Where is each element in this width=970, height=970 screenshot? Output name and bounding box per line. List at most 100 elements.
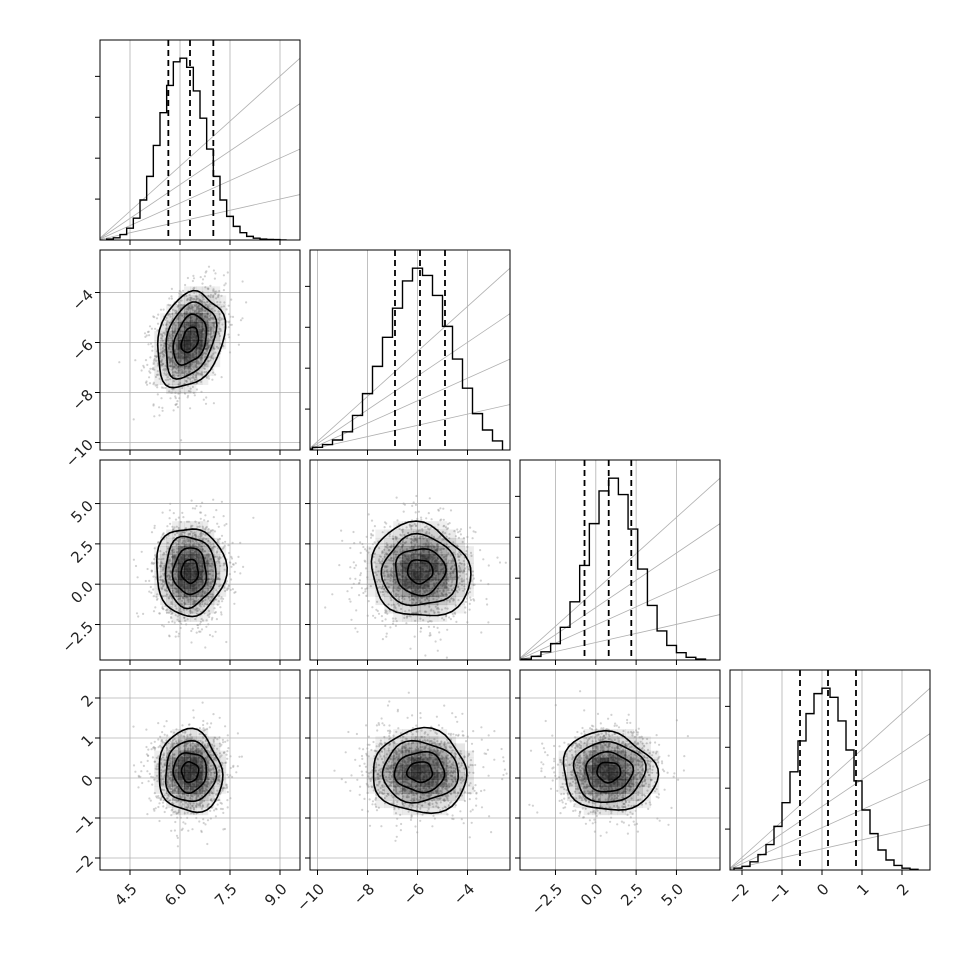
scatter-point — [220, 596, 223, 599]
scatter-point — [211, 321, 214, 325]
density-cell — [184, 579, 191, 589]
scatter-point — [213, 325, 216, 328]
scatter-point — [166, 339, 169, 342]
scatter-point — [177, 543, 180, 546]
density-cell — [455, 537, 465, 547]
scatter-point — [425, 517, 428, 520]
scatter-point — [161, 605, 164, 608]
scatter-point — [196, 525, 199, 528]
density-cell — [160, 331, 167, 341]
scatter-point — [409, 615, 412, 618]
scatter-point — [204, 271, 207, 274]
scatter-point — [447, 584, 450, 587]
scatter-point — [199, 307, 202, 310]
scatter-point — [164, 373, 167, 376]
scatter-point — [443, 582, 446, 585]
density-cell — [384, 571, 394, 581]
scatter-point — [202, 527, 205, 530]
scatter-point — [445, 581, 448, 585]
scatter-point — [185, 594, 188, 597]
scatter-point — [202, 336, 205, 339]
scatter-point — [156, 384, 159, 387]
scatter-point — [438, 589, 441, 593]
scatter-point — [167, 621, 170, 624]
scatter-point — [185, 313, 188, 316]
density-cell — [201, 613, 209, 622]
scatter-point — [170, 552, 173, 556]
scatter-point — [195, 552, 198, 556]
scatter-point — [174, 557, 177, 560]
scatter-point — [211, 378, 214, 381]
scatter-point — [194, 533, 197, 537]
scatter-point — [196, 609, 199, 613]
scatter-point — [431, 543, 434, 547]
scatter-point — [458, 570, 461, 574]
scatter-point — [479, 549, 482, 552]
scatter-point — [162, 553, 165, 556]
scatter-point — [170, 368, 173, 371]
scatter-point — [399, 548, 402, 551]
scatter-point — [147, 780, 150, 783]
scatter-point — [208, 615, 211, 619]
scatter-point — [211, 635, 214, 638]
scatter-point — [172, 536, 175, 539]
scatter-point — [388, 535, 391, 538]
scatter-point — [195, 376, 198, 379]
scatter-point — [448, 533, 451, 536]
scatter-point — [168, 345, 171, 348]
scatter-point — [217, 310, 220, 313]
scatter-point — [384, 590, 387, 593]
scatter-point — [187, 394, 190, 397]
scatter-point — [363, 559, 366, 562]
scatter-point — [199, 605, 202, 608]
scatter-point — [395, 593, 398, 596]
scatter-point — [183, 367, 186, 370]
scatter-point — [390, 545, 394, 548]
scatter-point — [183, 367, 186, 370]
scatter-point — [386, 565, 389, 568]
scatter-point — [162, 579, 165, 582]
density-cell — [166, 579, 173, 589]
scatter-point — [212, 516, 215, 519]
scatter-point — [208, 564, 211, 567]
scatter-point — [162, 574, 165, 577]
scatter-point — [443, 524, 446, 527]
scatter-point — [392, 576, 395, 579]
scatter-point — [457, 531, 460, 534]
scatter-point — [167, 383, 170, 386]
scatter-point — [202, 334, 205, 337]
scatter-point — [216, 296, 220, 299]
scatter-point — [185, 312, 188, 315]
scatter-point — [182, 324, 185, 327]
scatter-point — [462, 569, 465, 572]
scatter-point — [178, 550, 181, 553]
scatter-point — [386, 575, 389, 578]
scatter-point — [145, 334, 148, 337]
scatter-point — [170, 327, 173, 330]
scatter-point — [172, 529, 175, 532]
scatter-point — [152, 315, 155, 318]
scatter-point — [191, 549, 194, 552]
density-cell — [160, 366, 167, 377]
scatter-point — [229, 588, 232, 592]
scatter-point — [179, 291, 183, 294]
scatter-point — [425, 543, 428, 547]
scatter-point — [204, 646, 207, 649]
scatter-point — [214, 611, 217, 614]
density-cell — [184, 562, 191, 572]
scatter-point — [439, 638, 442, 641]
scatter-point — [435, 599, 438, 602]
scatter-point — [179, 381, 182, 385]
scatter-point — [209, 557, 212, 560]
scatter-point — [189, 387, 192, 390]
scatter-point — [414, 537, 417, 541]
scatter-point — [439, 519, 442, 522]
scatter-point — [183, 616, 186, 619]
scatter-point — [227, 321, 230, 324]
scatter-point — [414, 503, 417, 506]
scatter-point — [191, 385, 194, 388]
scatter-point — [460, 580, 463, 583]
scatter-point — [177, 516, 180, 519]
scatter-point — [209, 586, 212, 589]
scatter-point — [349, 546, 352, 550]
